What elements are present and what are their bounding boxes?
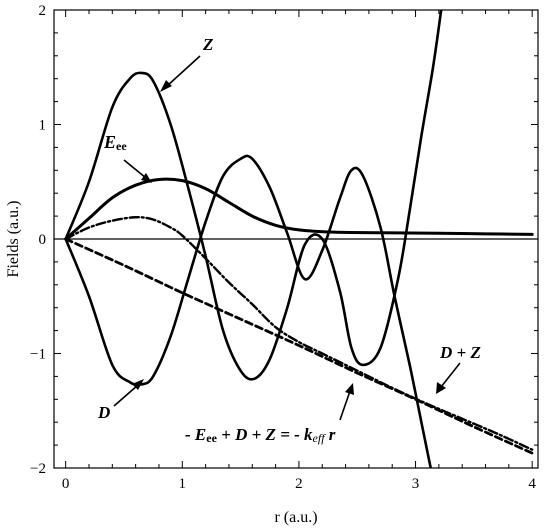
x-tick-label: 2 (295, 476, 303, 492)
arrow-d (113, 384, 139, 407)
y-tick-label: −2 (30, 461, 46, 477)
series-line-eee (64, 177, 534, 241)
eq-part3: r (325, 425, 336, 444)
x-tick-label: 1 (179, 476, 187, 492)
x-tick-label: 4 (528, 476, 536, 492)
series-line-d (64, 154, 432, 468)
label-eee-sub: ee (116, 139, 127, 153)
arrowhead-eq (345, 383, 354, 395)
label-equation: - Eee + D + Z = - keff r (185, 425, 336, 445)
eq-part2: + D + Z = - k (217, 425, 313, 444)
label-dz: D + Z (439, 343, 481, 362)
annotation-arrows (113, 55, 461, 421)
arrowhead-d (132, 379, 144, 390)
series-line-keff-r (64, 216, 534, 451)
arrow-z (166, 55, 201, 87)
arrow-eq (339, 390, 351, 421)
label-eee-main: E (103, 132, 116, 152)
eq-part2-sub: eff (313, 431, 327, 445)
label-eee: Eee (103, 132, 127, 153)
eq-part1-sub: ee (206, 431, 217, 445)
arrowhead-z (160, 80, 172, 92)
y-tick-label: 2 (39, 3, 47, 19)
arrowhead-eee (141, 173, 152, 183)
x-tick-label: 3 (412, 476, 420, 492)
eq-part1: - E (185, 425, 206, 444)
label-d: D (97, 403, 110, 422)
tick-marks (54, 9, 538, 469)
tick-labels: 0 1 2 3 4 −2 −1 0 1 2 (30, 3, 536, 492)
y-axis-title: Fields (a.u.) (5, 201, 22, 278)
x-axis-title: r (a.u.) (274, 509, 317, 526)
series-line-d-z (64, 237, 534, 455)
y-tick-label: 1 (39, 118, 47, 134)
arrowhead-dz (436, 382, 446, 394)
y-tick-label: 0 (39, 232, 47, 248)
series-line-z (64, 10, 443, 381)
y-tick-label: −1 (30, 347, 46, 363)
arrow-eee (123, 159, 147, 179)
label-z: Z (202, 35, 213, 54)
x-tick-label: 0 (62, 476, 70, 492)
arrow-dz (440, 362, 461, 388)
